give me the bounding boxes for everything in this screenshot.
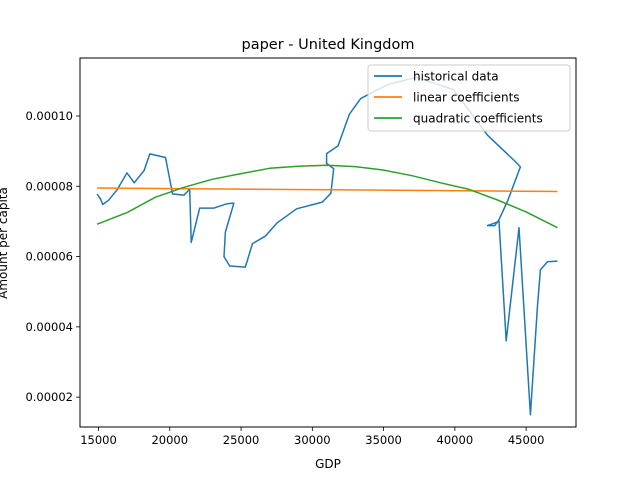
- x-tick-label: 25000: [223, 433, 260, 447]
- y-tick-label: 0.00006: [25, 250, 73, 264]
- y-tick-label: 0.00004: [25, 320, 73, 334]
- series-layer: [96, 76, 558, 416]
- y-tick-label: 0.00002: [25, 390, 73, 404]
- legend-box: [367, 64, 571, 132]
- x-tick-label: 15000: [80, 433, 117, 447]
- x-axis-ticks: 15000 20000 25000 30000 35000 40000 45000: [80, 427, 544, 447]
- y-tick-label: 0.00010: [25, 109, 73, 123]
- y-axis-label: Amount per capita: [0, 187, 10, 299]
- legend-label-quadratic-coefficients: quadratic coefficients: [413, 112, 543, 126]
- series-line-quadratic-coefficients: [96, 164, 558, 229]
- series-line-linear-coefficients: [97, 187, 558, 193]
- x-tick-label: 45000: [508, 433, 545, 447]
- series-line-historical-data: [96, 76, 558, 416]
- x-tick-label: 35000: [365, 433, 402, 447]
- legend-label-historical-data: historical data: [413, 70, 499, 84]
- x-tick-label: 20000: [151, 433, 188, 447]
- legend: historical data linear coefficients quadra…: [367, 64, 571, 132]
- axes-frame: [79, 57, 577, 428]
- y-axis-ticks: 0.00002 0.00004 0.00006 0.00008 0.00010: [25, 109, 80, 404]
- legend-label-linear-coefficients: linear coefficients: [413, 91, 520, 105]
- x-tick-label: 40000: [437, 433, 474, 447]
- chart-title: paper - United Kingdom: [241, 37, 414, 53]
- x-axis-label: GDP: [315, 457, 341, 471]
- y-tick-label: 0.00008: [25, 179, 73, 193]
- x-tick-label: 30000: [294, 433, 331, 447]
